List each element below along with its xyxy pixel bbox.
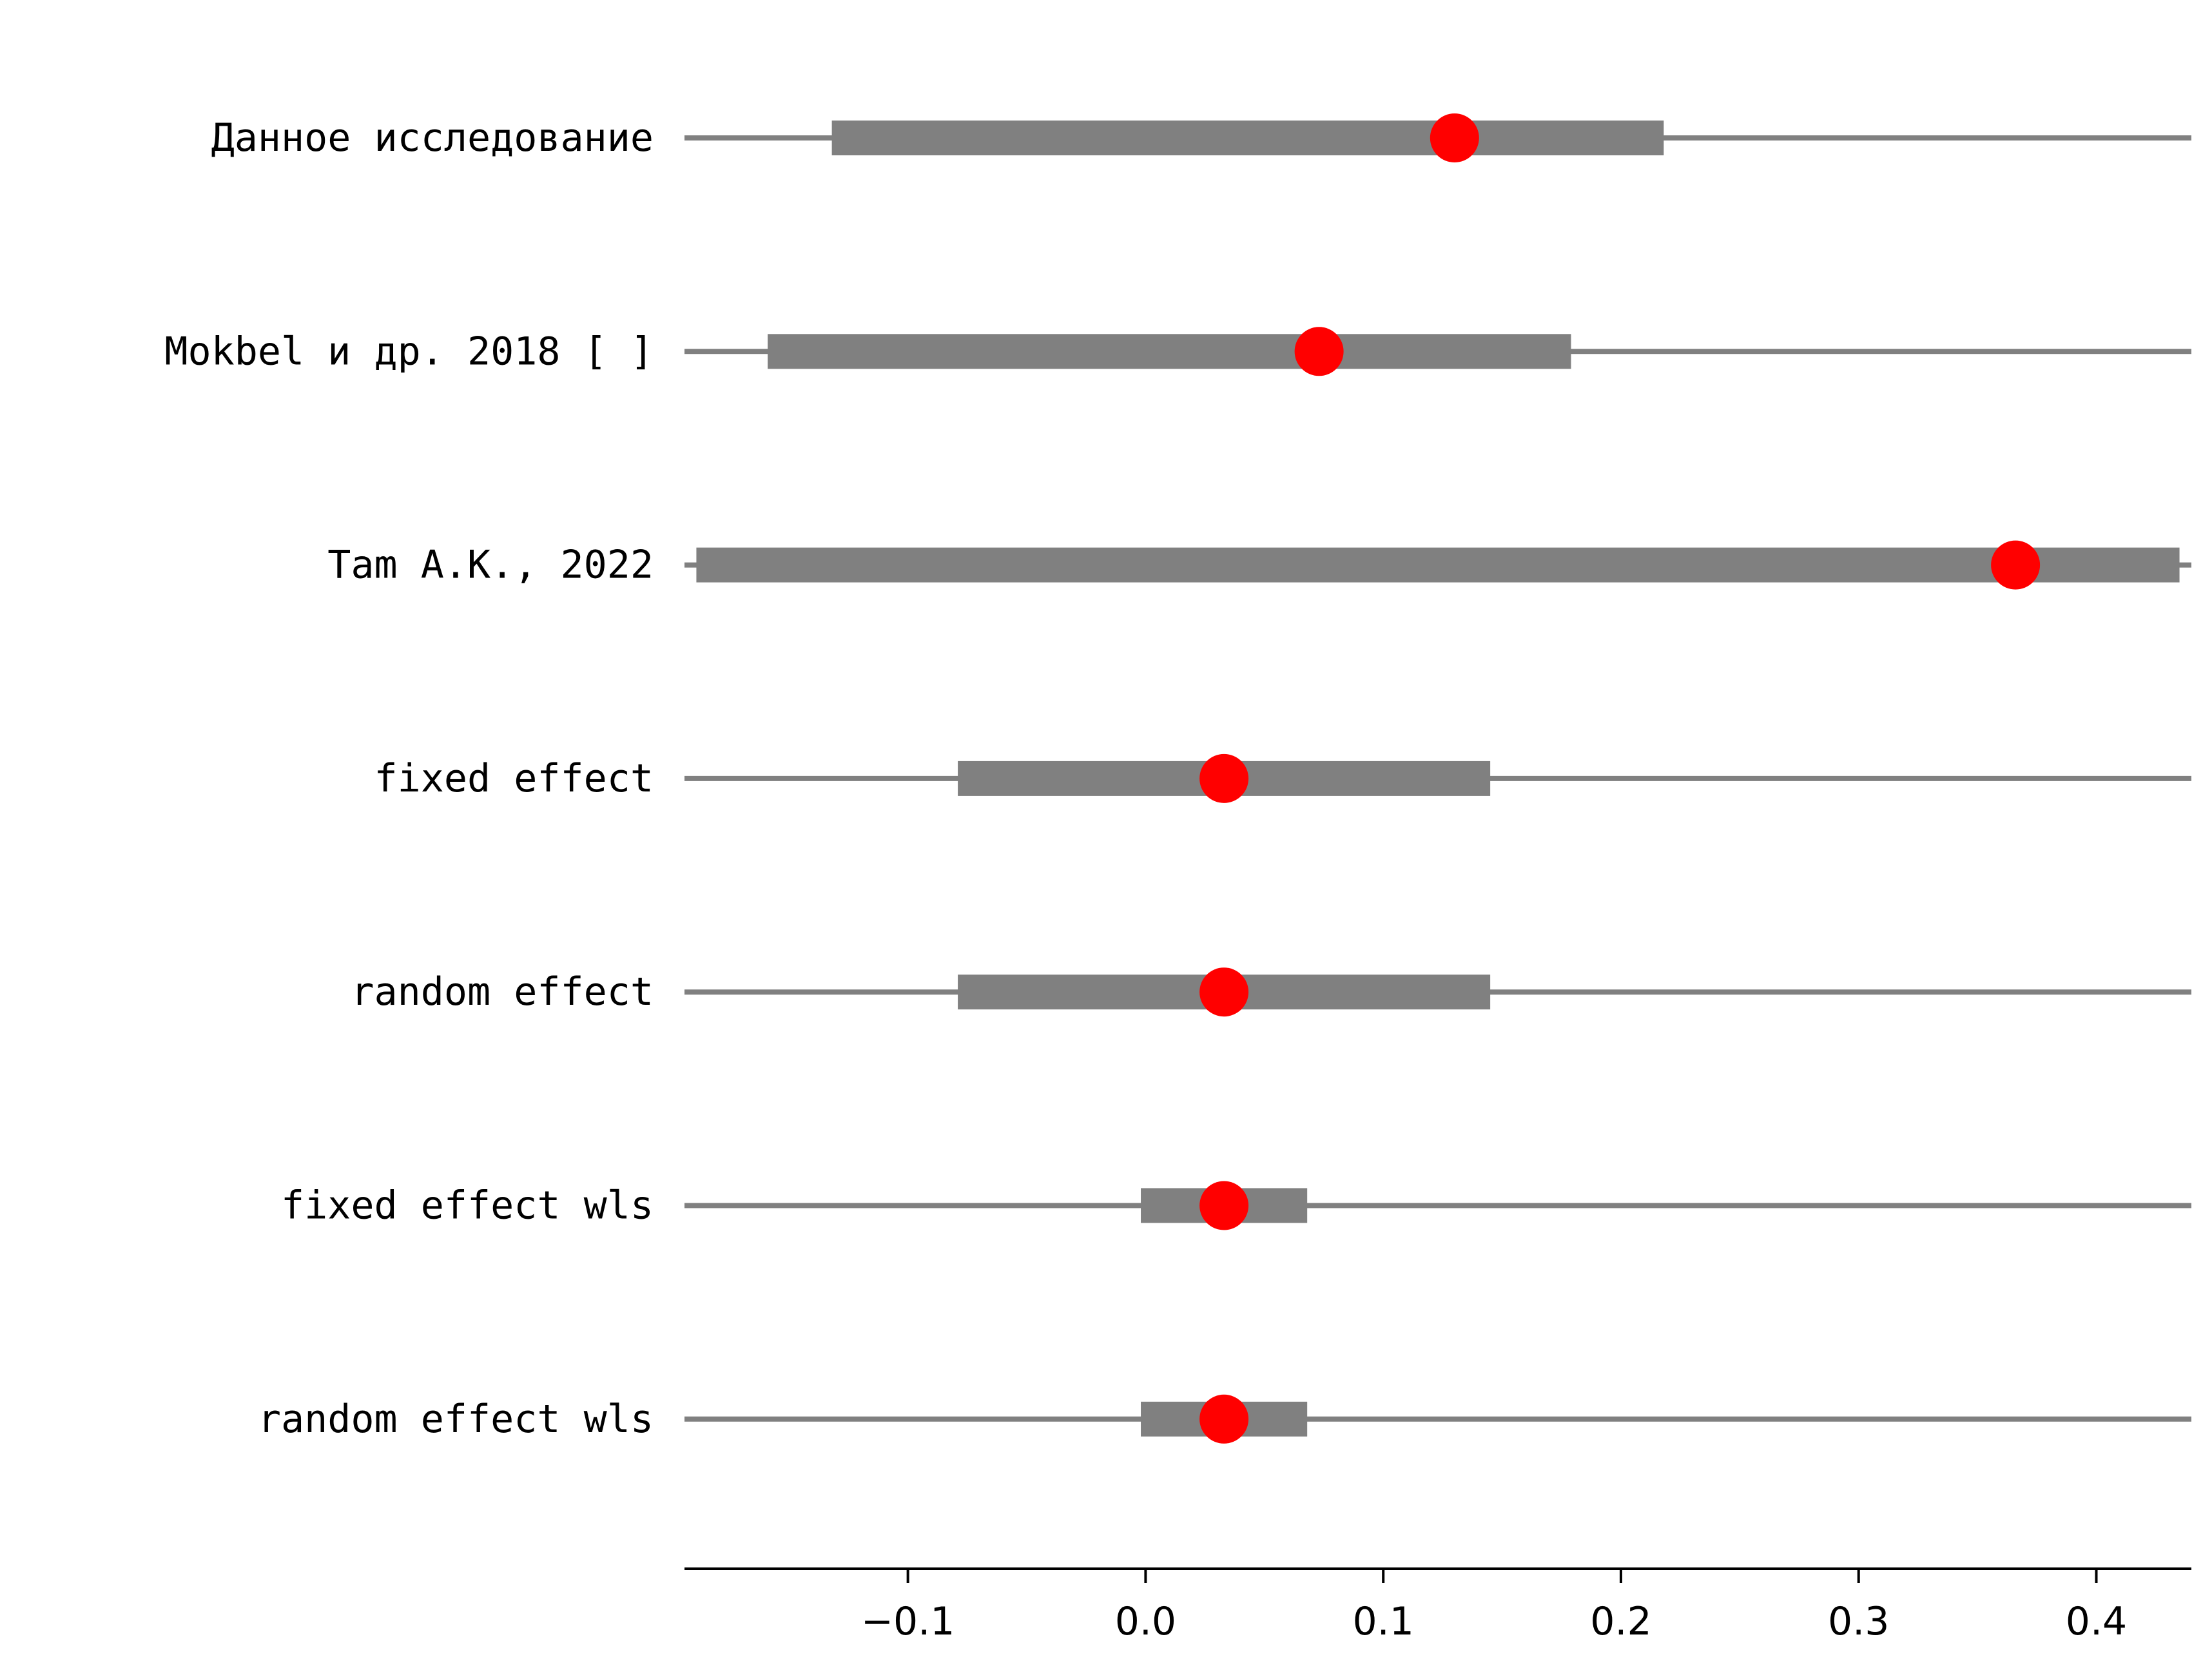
forest-row: Tam A.K., 2022 (327, 540, 2191, 590)
x-axis: −0.1 0.0 0.1 0.2 0.3 0.4 (684, 1567, 2191, 1644)
estimate-point (1430, 113, 1479, 162)
x-tick-label: −0.1 (861, 1599, 955, 1644)
confidence-interval-bar (831, 121, 1664, 155)
x-tick-label: 0.1 (1352, 1599, 1413, 1644)
forest-row: fixed effect (374, 753, 2191, 803)
forest-row: random effect wls (258, 1394, 2191, 1444)
row-label: fixed effect wls (281, 1183, 654, 1228)
estimate-point (1199, 753, 1249, 803)
estimate-point (1991, 540, 2041, 590)
row-label: random effect wls (258, 1397, 654, 1442)
estimate-point (1199, 1181, 1249, 1230)
x-tick-label: 0.4 (2066, 1599, 2127, 1644)
estimate-point (1199, 1394, 1249, 1444)
confidence-interval-bar (768, 334, 1571, 369)
row-label: random effect (351, 969, 654, 1014)
row-label: Mokbel и др. 2018 [ ] (164, 329, 654, 374)
row-label: fixed effect (374, 756, 654, 801)
confidence-interval-bar (696, 547, 2180, 583)
row-label: Данное исследование (211, 115, 654, 160)
forest-row: Данное исследование (211, 113, 2191, 162)
forest-rows: Данное исследование Mokbel и др. 2018 [ ]… (164, 113, 2191, 1444)
x-tick-label: 0.3 (1828, 1599, 1889, 1644)
forest-row: Mokbel и др. 2018 [ ] (164, 327, 2191, 376)
x-tick-label: 0.2 (1590, 1599, 1651, 1644)
estimate-point (1294, 327, 1344, 376)
forest-row: fixed effect wls (281, 1181, 2191, 1230)
forest-row: random effect (351, 967, 2191, 1017)
row-label: Tam A.K., 2022 (327, 543, 654, 588)
x-tick-label: 0.0 (1115, 1599, 1176, 1644)
estimate-point (1199, 967, 1249, 1017)
